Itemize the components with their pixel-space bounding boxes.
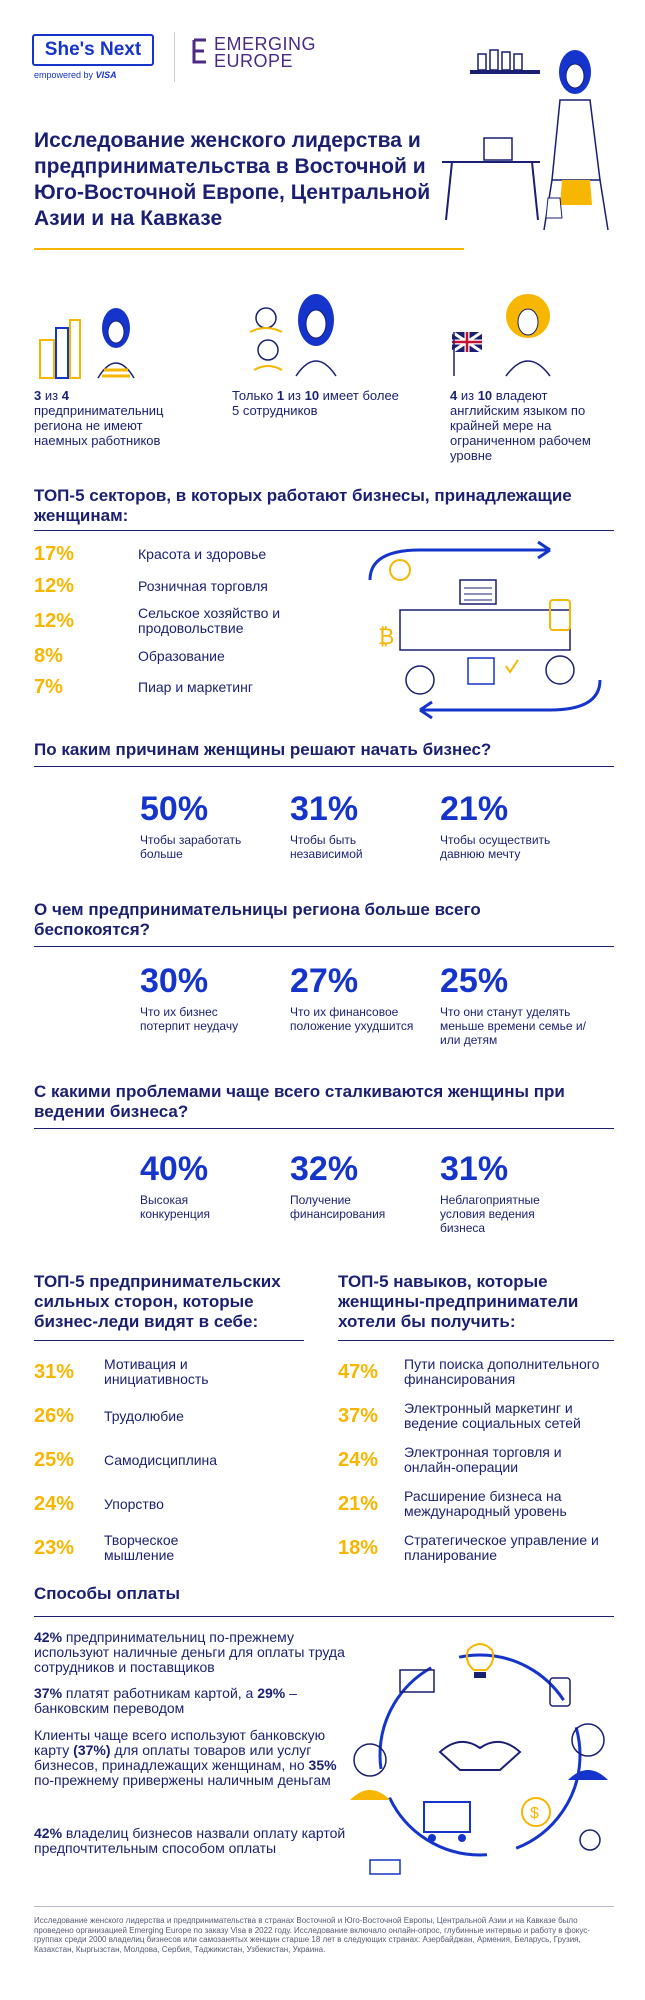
strengths-divider — [34, 1340, 304, 1341]
page-title: Исследование женского лидерства и предпр… — [34, 129, 431, 230]
payments-paragraph-3: Клиенты чаще всего используют банковскую… — [34, 1727, 337, 1788]
skills-heading: ТОП-5 навыков, которые женщины-предприни… — [338, 1272, 579, 1331]
problem-item: 31% Неблагоприятные условия ведения бизн… — [440, 1150, 540, 1235]
list-item: 18% Стратегическое управление и планирова… — [338, 1532, 599, 1563]
list-item: 26% Трудолюбие — [34, 1404, 184, 1427]
strengths-list: 31% Мотивация и инициативность 26% Трудолю… — [34, 1350, 304, 1570]
list-item: 7% Пиар и маркетинг — [34, 675, 253, 698]
list-item: 24% Упорство — [34, 1492, 164, 1515]
svg-text:₿: ₿ — [378, 624, 394, 649]
list-item: 31% Мотивация и инициативность — [34, 1356, 209, 1387]
list-item: 25% Самодисциплина — [34, 1448, 218, 1471]
list-item: 12% Розничная торговля — [34, 574, 268, 597]
intro-stat-3: 4 из 10 владеют английским языком по кра… — [450, 388, 591, 463]
list-item: 24% Электронная торговля и онлайн-операци… — [338, 1444, 562, 1475]
payments-divider — [34, 1616, 614, 1617]
shes-next-logo: She's Next — [32, 34, 154, 66]
payments-paragraph-4: 42% владелиц бизнесов назвали оплату кар… — [34, 1825, 346, 1856]
worry-item: 27% Что их финансовое положение ухудшитс… — [290, 962, 414, 1033]
problem-item: 32% Получение финансирования — [290, 1150, 386, 1221]
svg-text:$: $ — [530, 1805, 539, 1822]
footnote-divider — [34, 1906, 614, 1907]
sectors-divider — [34, 530, 614, 531]
team-illustration — [249, 294, 337, 377]
list-item: 12% Сельское хозяйство и продовольствие — [34, 605, 281, 636]
reasons-heading: По каким причинам женщины решают начать … — [34, 740, 492, 759]
skills-list: 47% Пути поиска дополнительного финансиро… — [338, 1350, 614, 1570]
worry-item: 25% Что они станут уделять меньше времен… — [440, 962, 586, 1047]
payments-cycle-illustration: $ — [350, 1643, 608, 1875]
reason-item: 50% Чтобы заработать больше — [140, 790, 242, 861]
business-cycle-illustration: ₿ — [368, 540, 602, 720]
list-item: 23% Творческое мышление — [34, 1532, 179, 1563]
woman-at-desk-illustration — [442, 49, 609, 231]
payments-paragraph-1: 42% предпринимательниц по-прежнему испол… — [34, 1629, 345, 1675]
payments-paragraph-2: 37% платят работникам картой, а 29% – ба… — [34, 1685, 297, 1716]
title-divider — [34, 248, 464, 250]
shes-next-sub: empowered by VISA — [34, 70, 117, 80]
list-item: 21% Расширение бизнеса на международный у… — [338, 1488, 567, 1519]
emerging-europe-logo: EMERGING EUROPE — [214, 34, 317, 71]
payments-heading: Способы оплаты — [34, 1584, 181, 1603]
uk-flag-woman-illustration — [451, 294, 551, 377]
reasons-divider — [34, 766, 614, 767]
strengths-heading: ТОП-5 предпринимательских сильных сторон… — [34, 1272, 281, 1331]
list-item: 17% Красота и здоровье — [34, 542, 267, 565]
reason-item: 21% Чтобы осуществить давнюю мечту — [440, 790, 551, 861]
skills-divider — [338, 1340, 614, 1341]
sectors-heading: ТОП-5 секторов, в которых работают бизне… — [34, 486, 572, 525]
list-item: 47% Пути поиска дополнительного финансиро… — [338, 1356, 600, 1387]
worries-heading: О чем предпринимательницы региона больше… — [34, 900, 481, 939]
list-item: 8% Образование — [34, 644, 225, 667]
list-item: 37% Электронный маркетинг и ведение социа… — [338, 1400, 581, 1431]
logo-divider — [174, 32, 175, 82]
worries-divider — [34, 946, 614, 947]
city-woman-illustration — [39, 308, 135, 379]
worry-item: 30% Что их бизнес потерпит неудачу — [140, 962, 239, 1033]
sectors-list: 17% Красота и здоровье 12% Розничная торго… — [34, 538, 354, 702]
footnote: Исследование женского лидерства и предпр… — [34, 1916, 590, 1954]
problems-divider — [34, 1128, 614, 1129]
intro-stat-2: Только 1 из 10 имеет более 5 сотрудников — [232, 388, 399, 418]
intro-stat-1: 3 из 4 предпринимательниц региона не име… — [34, 388, 164, 448]
reason-item: 31% Чтобы быть независимой — [290, 790, 363, 861]
problem-item: 40% Высокая конкуренция — [140, 1150, 210, 1221]
problems-heading: С какими проблемами чаще всего сталкиваю… — [34, 1082, 565, 1121]
emerging-europe-mark-icon — [192, 38, 206, 64]
